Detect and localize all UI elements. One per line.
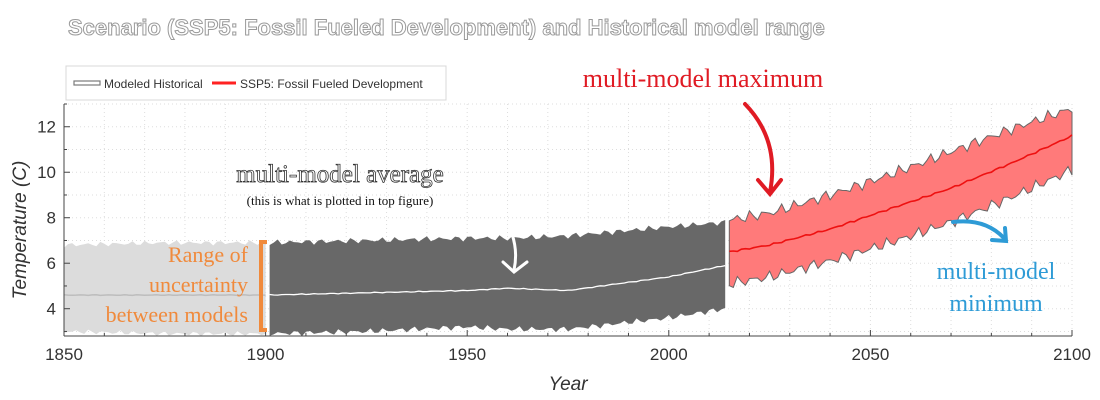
annotation-range-3: between models [106,302,248,327]
chart-title: Scenario (SSP5: Fossil Fueled Developmen… [68,15,825,40]
ssp5-mean-line [729,134,1073,253]
legend-swatch-historical [73,80,101,86]
x-tick-label: 1850 [45,345,83,364]
annotation-minimum-1: multi-model [937,259,1056,285]
arrow-to-minimum [951,219,1009,244]
arrow-to-maximum [743,102,783,198]
legend-box [65,65,447,101]
x-axis-label: Year [548,374,588,395]
x-tick-label: 2000 [650,345,688,364]
x-tick-label: 2100 [1053,345,1091,364]
historical-mean-early-line [63,293,266,297]
y-tick-label: 8 [47,209,56,228]
x-tick-label: 2050 [851,345,889,364]
historical-mean-line [269,264,726,296]
y-tick-label: 4 [47,300,56,319]
y-tick-label: 6 [47,254,56,273]
tick-labels: 1850 1900 1950 2000 2050 2100 4 6 8 10 12 [37,118,1091,364]
annotation-range-1: Range of [168,242,249,267]
y-axis-label: Temperature (C) [10,161,31,300]
annotation-average: multi-model average [236,161,444,188]
annotation-range-2: uncertainty [149,272,248,297]
arrow-to-average [501,232,529,274]
annotation-minimum-2: minimum [949,291,1043,317]
series-layer [63,108,1073,337]
historical-range-area [269,220,726,337]
legend-label-ssp5: SSP5: Fossil Fueled Development [240,77,423,91]
y-tick-label: 12 [37,118,56,137]
y-tick-label: 10 [37,163,56,182]
historical-range-early-area [64,240,266,337]
annotations: multi-model average (this is what is plo… [106,64,1056,332]
legend: Modeled Historical SSP5: Fossil Fueled D… [65,65,447,101]
annotation-average-note: (this is what is plotted in top figure) [247,193,434,208]
x-tick-label: 1950 [448,345,486,364]
x-tick-label: 1900 [247,345,285,364]
range-bracket [259,240,267,332]
annotation-maximum: multi-model maximum [583,64,823,93]
ssp5-range-area [728,108,1073,289]
legend-label-historical: Modeled Historical [104,77,203,91]
